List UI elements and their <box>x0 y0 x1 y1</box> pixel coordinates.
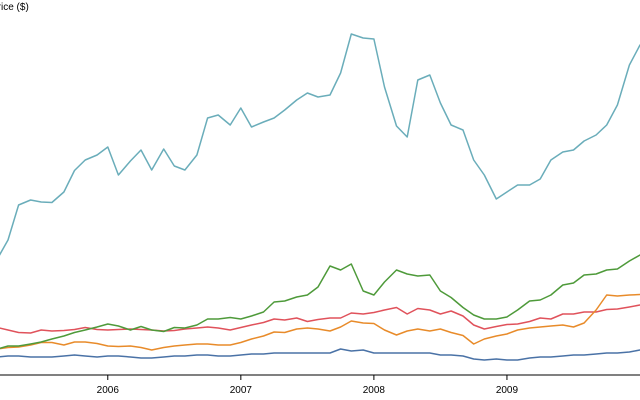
series-layer <box>0 33 640 361</box>
series-line-3 <box>0 254 640 350</box>
x-axis: 2006 2007 2008 2009 <box>0 374 640 396</box>
y-axis-label: Price ($) <box>0 2 29 13</box>
x-tick-label: 2007 <box>230 385 253 396</box>
series-line-4 <box>0 33 640 256</box>
series-line-1 <box>0 304 640 334</box>
x-tick-label: 2006 <box>97 385 120 396</box>
series-line-5 <box>0 348 640 361</box>
x-tick-label: 2008 <box>363 385 386 396</box>
x-tick-label: 2009 <box>496 385 519 396</box>
series-line-2 <box>0 293 640 351</box>
